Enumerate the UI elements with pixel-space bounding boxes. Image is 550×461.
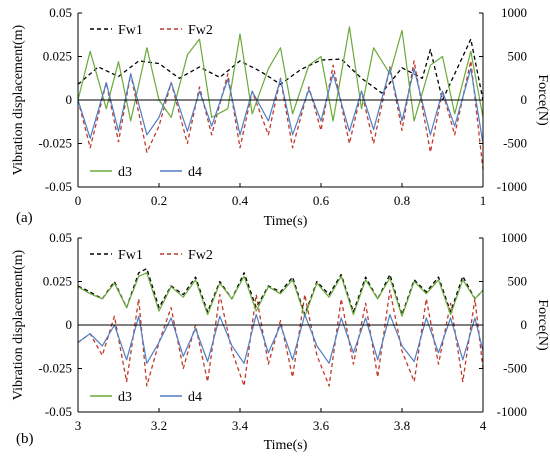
series-line-d4 (77, 68, 484, 144)
panel-label: (a) (16, 210, 33, 226)
x-tick-label: 3.2 (151, 418, 167, 433)
y-tick-label-right: 0 (521, 317, 528, 332)
series-line-fw1 (77, 38, 484, 101)
y-tick-label-right: -500 (503, 361, 527, 376)
x-tick-label: 3.8 (394, 418, 410, 433)
y-tick-label-right: -1000 (497, 404, 527, 419)
y-tick-label-right: 500 (508, 49, 528, 64)
legend-label-d4: d4 (188, 165, 202, 180)
y-tick-label-left: 0.025 (43, 274, 72, 289)
x-tick-label: 0.2 (151, 193, 167, 208)
x-tick-label: 1 (480, 193, 487, 208)
y-tick-label-right: 1000 (501, 230, 527, 245)
x-tick-label: 0.6 (313, 193, 330, 208)
chart-panel-2: -0.05 -0.025 0 0.025 0.05 -1000 -500 0 500 1000 3 3… (11, 230, 550, 453)
y-tick-label-left: 0 (66, 92, 73, 107)
y-tick-label-left: 0.025 (43, 49, 72, 64)
y-axis-title-left: Vibration displacement(m) (11, 249, 26, 400)
y-tick-label-left: -0.05 (45, 179, 72, 194)
y-tick-label-left: -0.05 (45, 404, 72, 419)
y-tick-label-left: -0.025 (38, 361, 72, 376)
legend-label-d3: d3 (118, 390, 132, 405)
x-axis-title: Time(s) (264, 438, 308, 453)
x-tick-label: 0 (75, 193, 82, 208)
x-tick-label: 3.4 (232, 418, 249, 433)
y-tick-label-right: 1000 (501, 5, 527, 20)
x-tick-label: 3.6 (313, 418, 330, 433)
x-tick-label: 0.8 (394, 193, 410, 208)
y-tick-label-right: -1000 (497, 179, 527, 194)
series-line-fw2 (77, 289, 484, 387)
y-axis-title-left: Vibration displacement(m) (11, 24, 26, 175)
y-tick-label-left: 0.05 (49, 5, 72, 20)
y-tick-label-right: 500 (508, 274, 528, 289)
x-tick-label: 3 (75, 418, 82, 433)
legend-label-fw2: Fw2 (188, 248, 213, 263)
legend-label-fw1: Fw1 (118, 23, 143, 38)
legend-label-d4: d4 (188, 390, 202, 405)
legend-label-fw2: Fw2 (188, 23, 213, 38)
y-tick-label-right: 0 (521, 92, 528, 107)
y-tick-label-left: 0 (66, 317, 73, 332)
legend-label-d3: d3 (118, 165, 132, 180)
y-axis-title-right: Force(N) (535, 74, 550, 126)
y-tick-label-right: -500 (503, 136, 527, 151)
series-line-d3 (77, 272, 484, 317)
chart-panel-1: -0.05 -0.025 0 0.025 0.05 -1000 -500 0 500 1000 0 0… (11, 5, 550, 229)
series-line-fw2 (77, 60, 484, 170)
x-axis-title: Time(s) (264, 214, 308, 229)
x-tick-label: 0.4 (232, 193, 249, 208)
panel-label: (b) (16, 431, 34, 447)
y-tick-label-left: -0.025 (38, 136, 72, 151)
x-tick-label: 4 (480, 418, 487, 433)
series-line-fw1 (77, 267, 484, 316)
series-line-d3 (77, 26, 484, 122)
legend-label-fw1: Fw1 (118, 248, 143, 263)
y-tick-label-left: 0.05 (49, 230, 72, 245)
y-axis-title-right: Force(N) (535, 299, 550, 351)
